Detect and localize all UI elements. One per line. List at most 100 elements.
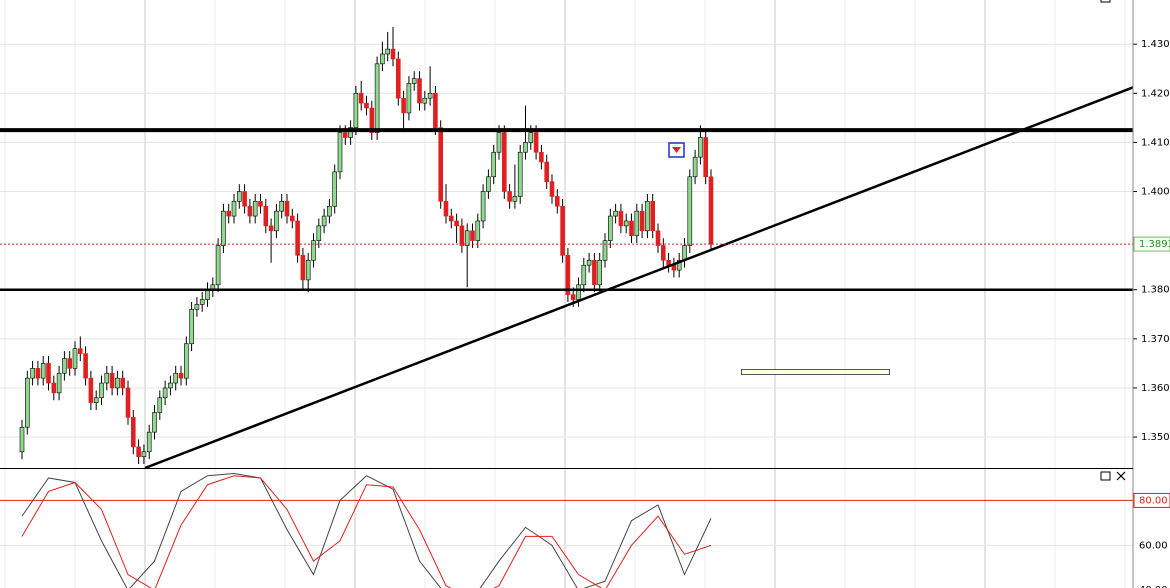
- y-tick-label: 1.430: [1141, 39, 1170, 50]
- candle-body: [464, 230, 470, 246]
- candle-body: [221, 210, 226, 246]
- osc-level-box: [1133, 492, 1170, 508]
- candle-body: [364, 102, 369, 109]
- candle-body: [109, 372, 115, 389]
- candle-body: [24, 377, 30, 428]
- candle-body: [523, 142, 528, 153]
- last-price-box: [1133, 236, 1170, 252]
- candle-body: [539, 151, 544, 163]
- y-tick-label: 1.380: [1141, 285, 1170, 296]
- candle-body: [284, 201, 290, 217]
- candle-body: [380, 53, 385, 65]
- candle-body: [237, 191, 242, 202]
- candle-body: [141, 451, 147, 458]
- candle-body: [533, 132, 539, 153]
- candle-body: [279, 201, 285, 212]
- y-tick-label: 1.420: [1141, 88, 1170, 99]
- candle-body: [289, 215, 295, 222]
- candle-body: [242, 191, 247, 207]
- osc-line: [21, 472, 712, 588]
- candle-body: [554, 196, 560, 207]
- y-tick-label: 1.410: [1141, 137, 1170, 148]
- candle-body: [602, 240, 608, 261]
- trendline: [144, 86, 1133, 468]
- candle-body: [104, 372, 110, 384]
- candle-body: [46, 363, 51, 384]
- candle-body: [189, 309, 194, 345]
- window-button[interactable]: [1100, 0, 1111, 3]
- candle-body: [406, 83, 412, 114]
- candle-body: [597, 259, 603, 286]
- osc-tick-label: 40.00: [1139, 585, 1168, 588]
- candle-body: [698, 137, 703, 158]
- candle-body: [475, 220, 481, 241]
- candle-body: [486, 176, 491, 192]
- candle-body: [613, 210, 618, 217]
- candle-body: [650, 201, 656, 232]
- candle-body: [125, 387, 131, 418]
- candle-body: [332, 171, 338, 207]
- candle-body: [703, 137, 709, 178]
- candle-body: [247, 205, 253, 217]
- candle-body: [120, 377, 125, 389]
- candle-body: [316, 225, 322, 241]
- y-tick-label: 1.400: [1141, 187, 1170, 198]
- candle-body: [454, 220, 459, 227]
- candle-body: [374, 63, 380, 133]
- candle-body: [517, 151, 523, 197]
- candle-body: [682, 245, 687, 261]
- candle-body: [592, 259, 597, 286]
- oscillator-panel: [0, 472, 1133, 588]
- candle-body: [178, 372, 184, 379]
- candle-body: [395, 58, 401, 99]
- maximize-button[interactable]: [1100, 471, 1111, 481]
- candle-body: [305, 259, 311, 281]
- candle-body: [390, 48, 396, 60]
- candle-body: [311, 240, 316, 261]
- candle-body: [199, 299, 205, 305]
- candle-body: [146, 431, 152, 453]
- candle-body: [496, 132, 502, 153]
- candle-body: [231, 201, 237, 217]
- osc-tick-label: 60.00: [1139, 540, 1168, 551]
- candle-body: [427, 93, 433, 99]
- candle-body: [655, 230, 661, 246]
- candle-body: [88, 377, 94, 403]
- candle-body: [411, 78, 417, 84]
- candle-body: [692, 156, 698, 178]
- candle-body: [586, 259, 592, 266]
- candle-body: [618, 210, 624, 227]
- candle-body: [157, 397, 163, 413]
- candle-body: [501, 132, 507, 192]
- candle-body: [549, 181, 555, 197]
- candle-body: [512, 196, 518, 202]
- candle-body: [369, 107, 375, 133]
- candle-body: [507, 191, 512, 202]
- candle-body: [72, 348, 78, 369]
- candle-body: [78, 348, 83, 354]
- candle-body: [321, 215, 327, 227]
- candle-body: [252, 201, 258, 217]
- candle-body: [417, 78, 422, 104]
- osc-line: [21, 475, 712, 588]
- close-button[interactable]: [1116, 471, 1126, 481]
- candle-body: [131, 417, 136, 448]
- candle-body: [263, 205, 269, 227]
- candle-body: [173, 372, 178, 384]
- candle-body: [401, 97, 406, 114]
- candle-body: [19, 426, 25, 453]
- candle-body: [337, 132, 343, 173]
- candle-body: [629, 220, 634, 237]
- candle-body: [687, 176, 693, 246]
- price-axis: 1.350 1.360 1.370 1.380 1.400 1.410 1.420 1.430…: [1133, 39, 1170, 588]
- candle-body: [226, 210, 231, 217]
- candle-body: [83, 353, 88, 379]
- candle-body: [56, 372, 62, 394]
- candle-body: [544, 161, 550, 182]
- candle-body: [470, 230, 475, 241]
- candle-body: [67, 358, 72, 369]
- candle-body: [385, 48, 391, 55]
- candle-body: [342, 132, 348, 138]
